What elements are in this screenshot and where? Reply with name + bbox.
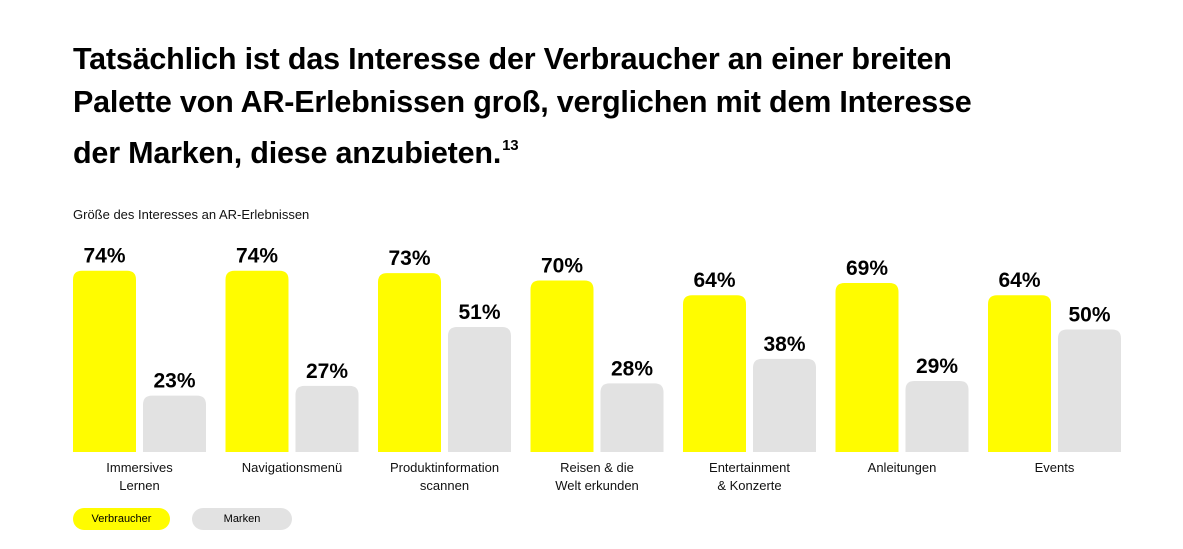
bar-marken-6 [905,380,969,452]
bar-verbraucher-6 [835,282,899,452]
category-label-5: Entertainment & Konzerte [709,460,790,493]
data-label-verbraucher-1: 74% [83,245,125,268]
data-label-verbraucher-2: 74% [236,245,278,268]
data-label-marken-1: 23% [153,370,195,393]
category-label-4: Reisen & die Welt erkunden [555,460,639,493]
bar-verbraucher-2 [225,270,289,452]
data-label-marken-2: 27% [306,360,348,383]
data-label-verbraucher-7: 64% [998,269,1040,292]
data-label-marken-4: 28% [611,357,653,380]
category-label-1: Immersives Lernen [106,460,173,493]
bar-verbraucher-5 [683,295,746,452]
data-label-verbraucher-6: 69% [846,257,888,280]
bar-marken-2 [295,385,359,452]
bar-verbraucher-7 [988,295,1051,452]
bar-marken-4 [600,383,664,452]
data-label-marken-7: 50% [1068,304,1110,327]
data-label-marken-5: 38% [763,333,805,356]
bar-verbraucher-3 [378,273,441,452]
footnote-marker: 13 [502,137,519,154]
category-label-3: Produktinformation scannen [390,460,499,493]
data-label-marken-6: 29% [916,355,958,378]
data-label-verbraucher-4: 70% [541,255,583,278]
chart-subtitle: Größe des Interesses an AR-Erlebnissen [73,207,310,222]
bar-verbraucher-4 [530,280,594,452]
bar-marken-1 [143,395,206,452]
data-label-verbraucher-5: 64% [693,269,735,292]
legend-item-verbraucher: Verbraucher [73,508,170,530]
legend-item-marken: Marken [192,508,292,530]
bar-marken-5 [753,358,816,452]
bar-marken-3 [448,327,511,452]
data-label-marken-3: 51% [458,301,500,324]
category-label-2: Navigationsmenü [242,460,342,475]
bar-marken-7 [1058,329,1121,452]
bar-verbraucher-1 [73,270,136,452]
chart-title: Tatsächlich ist das Interesse der Verbra… [73,42,972,170]
category-label-7: Events [1035,460,1075,475]
data-label-verbraucher-3: 73% [388,247,430,270]
category-label-6: Anleitungen [868,460,937,475]
